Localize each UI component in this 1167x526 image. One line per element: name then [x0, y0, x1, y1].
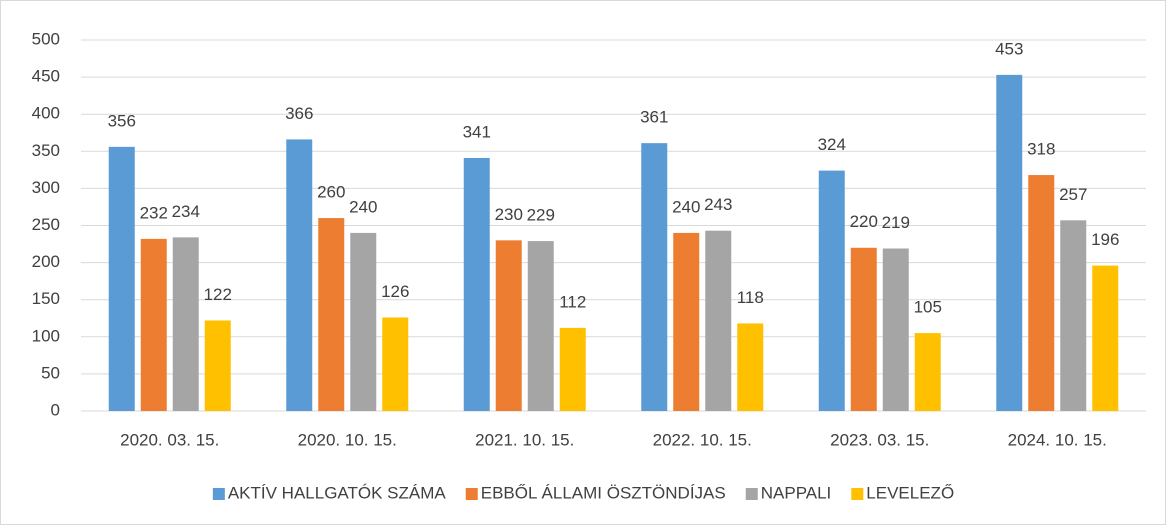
data-label: 366 — [285, 104, 313, 123]
data-label: 243 — [704, 195, 732, 214]
bar — [495, 240, 522, 411]
bar — [914, 333, 941, 411]
data-label: 341 — [463, 122, 491, 141]
bar — [140, 238, 167, 411]
bar — [108, 146, 135, 411]
y-tick-label: 450 — [32, 67, 60, 86]
data-label: 260 — [317, 183, 345, 202]
bar — [204, 320, 231, 411]
legend-swatch — [851, 488, 864, 500]
bar — [737, 323, 764, 411]
data-label: 122 — [204, 285, 232, 304]
x-tick-label: 2022. 10. 15. — [653, 430, 752, 449]
bar — [1060, 220, 1087, 411]
bar — [463, 157, 490, 411]
data-label: 220 — [850, 212, 878, 231]
x-tick-label: 2020. 10. 15. — [298, 430, 397, 449]
data-label: 324 — [818, 135, 846, 154]
data-label: 318 — [1027, 140, 1055, 159]
y-tick-label: 300 — [32, 178, 60, 197]
y-tick-label: 0 — [51, 400, 60, 419]
legend-swatch — [212, 488, 225, 500]
y-tick-label: 100 — [32, 326, 60, 345]
data-label: 240 — [349, 197, 377, 216]
data-label: 118 — [737, 288, 764, 307]
x-tick-label: 2024. 10. 15. — [1008, 430, 1107, 449]
data-label: 361 — [640, 108, 668, 127]
bar — [818, 170, 845, 411]
legend-swatch — [465, 488, 478, 500]
legend-swatch — [745, 488, 758, 500]
y-tick-label: 500 — [32, 29, 60, 48]
legend-label: NAPPALI — [761, 483, 832, 502]
data-label: 240 — [672, 197, 700, 216]
legend-label: AKTÍV HALLGATÓK SZÁMA — [228, 483, 447, 502]
y-tick-label: 350 — [32, 141, 60, 160]
data-label: 126 — [381, 282, 409, 301]
bar — [350, 232, 377, 411]
data-label: 453 — [995, 39, 1023, 58]
data-label: 219 — [882, 213, 910, 232]
bar — [850, 247, 877, 411]
data-label: 230 — [495, 205, 523, 224]
data-label: 257 — [1059, 185, 1087, 204]
data-label: 356 — [108, 111, 136, 130]
bar — [559, 327, 586, 411]
y-tick-label: 50 — [41, 363, 60, 382]
x-tick-label: 2021. 10. 15. — [475, 430, 574, 449]
bar — [286, 139, 313, 412]
bar — [382, 317, 409, 411]
bar — [318, 218, 345, 411]
legend-label: LEVELEZŐ — [866, 483, 954, 502]
data-label: 232 — [140, 203, 168, 222]
data-label: 196 — [1091, 230, 1119, 249]
y-tick-label: 250 — [32, 215, 60, 234]
bar — [641, 143, 668, 411]
data-label: 112 — [559, 292, 586, 311]
data-label: 234 — [172, 202, 200, 221]
bar — [705, 230, 732, 411]
bar — [996, 74, 1023, 412]
bar — [1092, 265, 1119, 411]
y-tick-label: 150 — [32, 289, 60, 308]
y-tick-label: 200 — [32, 252, 60, 271]
x-tick-label: 2020. 03. 15. — [120, 430, 219, 449]
bar — [172, 237, 199, 411]
y-tick-label: 400 — [32, 104, 60, 123]
data-label: 229 — [527, 206, 555, 225]
bar — [527, 241, 554, 411]
data-label: 105 — [914, 298, 942, 317]
bar — [673, 232, 700, 411]
bar — [882, 248, 909, 411]
legend-label: EBBŐL ÁLLAMI ÖSZTÖNDÍJAS — [481, 483, 726, 502]
bar — [1028, 175, 1055, 411]
x-tick-label: 2023. 03. 15. — [830, 430, 929, 449]
